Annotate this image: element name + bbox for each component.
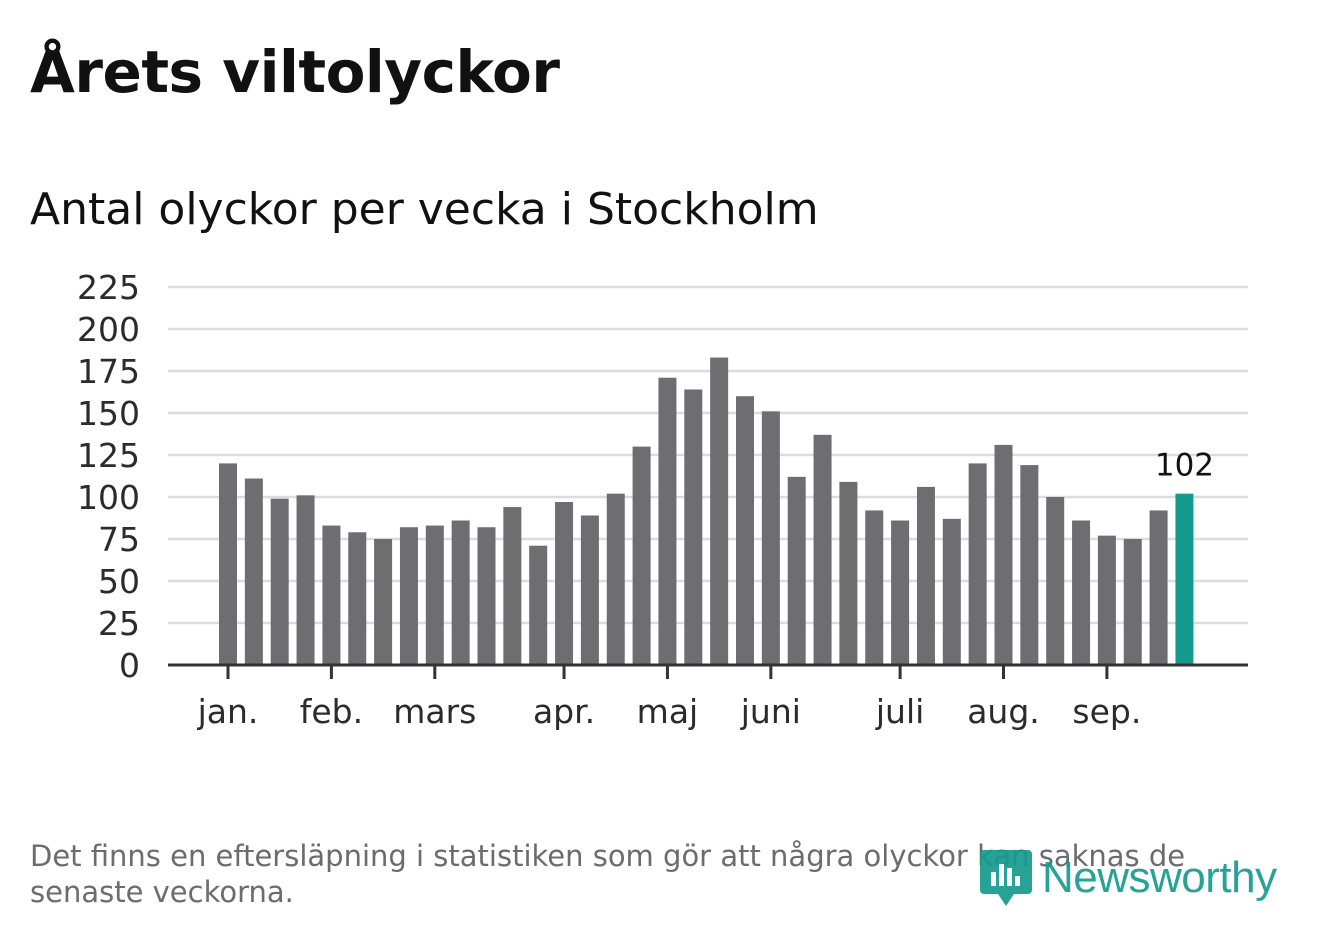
bar [270,498,289,665]
month-label: maj [637,692,699,731]
bar [451,520,470,665]
chart-subtitle: Antal olyckor per vecka i Stockholm [30,184,819,235]
bar [916,486,935,665]
y-tick-label: 125 [77,436,140,475]
bars [219,357,1194,665]
y-tick-label: 175 [77,352,140,391]
bar [658,377,677,665]
bar [348,532,367,665]
bar [399,527,418,665]
data-labels: 102 [1155,448,1214,484]
bar [244,478,263,665]
bar [994,444,1013,665]
bar [296,495,315,665]
x-axis-months: jan. feb. mars apr. maj juni juli aug. sep. [197,665,1141,731]
bar [529,545,548,665]
bar [1046,497,1065,665]
bar [968,463,987,665]
bar [1020,465,1039,665]
y-tick-label: 75 [98,520,140,559]
bar [503,507,522,665]
bar [632,446,651,665]
y-tick-label: 150 [77,394,140,433]
bar [219,463,237,665]
bar [425,525,444,665]
bar [1149,510,1168,665]
bar [891,520,910,665]
bar [477,527,496,665]
chart-title: Årets viltolyckor [30,38,560,106]
month-label: apr. [533,692,595,731]
y-tick-label: 225 [77,268,140,307]
month-label: sep. [1072,692,1141,731]
y-tick-label: 50 [98,562,140,601]
bar [684,389,703,665]
bar [839,481,858,665]
bar [865,510,884,665]
bar [787,476,806,665]
month-label: juni [740,692,801,731]
gridlines [168,285,1248,625]
newsworthy-logo-icon [980,850,1032,906]
bar [580,515,599,665]
bar [1097,535,1116,665]
bar [813,434,832,665]
bar [1123,539,1142,665]
month-label: juli [875,692,924,731]
y-tick-label: 25 [98,604,140,643]
logo-text: Newsworthy [1042,853,1277,902]
bar [1072,520,1091,665]
newsworthy-logo: Newsworthy [980,846,1277,910]
highlight-value-label: 102 [1155,448,1214,484]
bar-highlight [1175,493,1194,665]
bar [606,493,625,665]
bar [761,411,780,665]
bar [555,502,574,665]
bar [942,518,961,665]
y-tick-label: 0 [119,646,140,685]
month-label: aug. [967,692,1040,731]
bar [322,525,341,665]
month-label: jan. [197,692,259,731]
y-tick-label: 200 [77,310,140,349]
month-label: feb. [300,692,363,731]
month-label: mars [393,692,476,731]
bar [710,357,729,665]
bar [736,396,754,665]
y-tick-label: 100 [77,478,140,517]
bar [374,539,393,665]
